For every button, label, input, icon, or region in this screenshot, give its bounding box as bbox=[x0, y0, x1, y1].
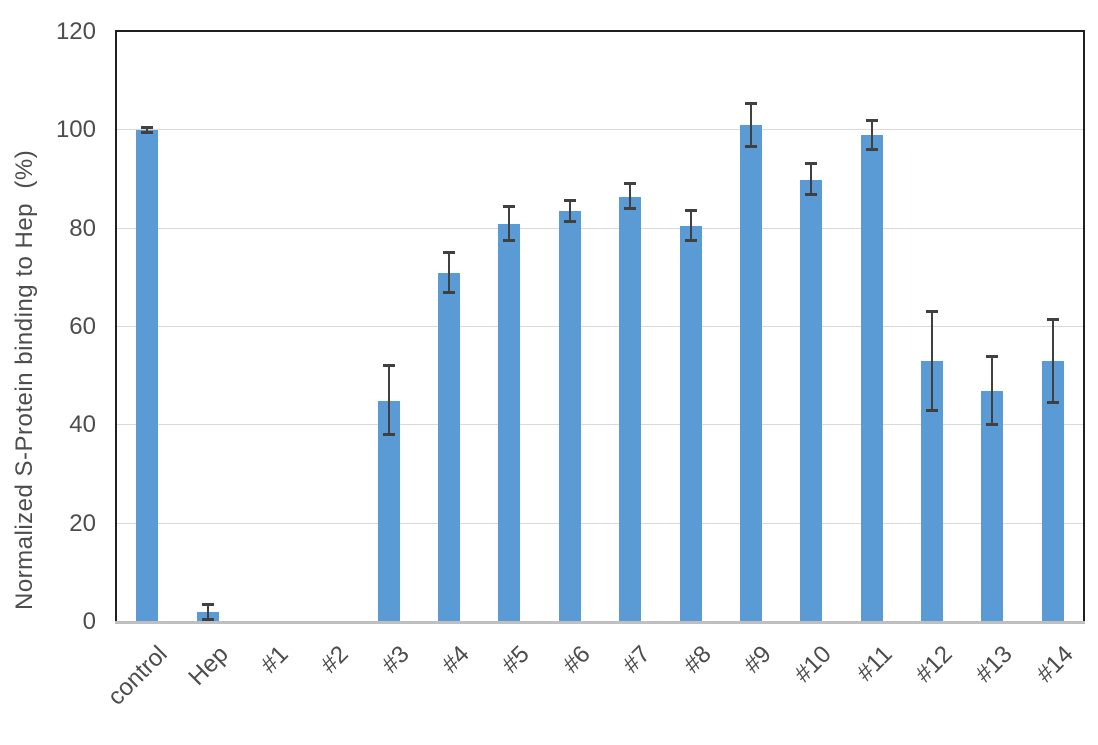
error-bar-cap bbox=[201, 602, 214, 606]
bar-7 bbox=[619, 196, 642, 622]
error-bar bbox=[749, 104, 752, 147]
y-tick-label: 80 bbox=[69, 214, 96, 242]
error-bar-cap bbox=[563, 220, 576, 224]
bar-6 bbox=[558, 211, 581, 622]
error-bar-cap bbox=[201, 617, 214, 621]
gridline bbox=[117, 326, 1083, 327]
error-bar bbox=[508, 206, 511, 241]
bar-14 bbox=[1041, 361, 1064, 622]
error-bar-cap bbox=[141, 125, 154, 129]
error-bar bbox=[629, 184, 632, 209]
error-bar bbox=[146, 127, 149, 133]
gridline bbox=[117, 424, 1083, 426]
error-bar bbox=[931, 312, 934, 411]
error-bar bbox=[387, 366, 390, 436]
error-bar-cap bbox=[1046, 401, 1059, 405]
bar-11 bbox=[860, 135, 883, 622]
gridline bbox=[117, 522, 1083, 524]
bar-10 bbox=[800, 179, 823, 622]
error-bar-cap bbox=[986, 354, 999, 358]
error-bar bbox=[206, 604, 209, 620]
error-bar-cap bbox=[744, 102, 757, 106]
bar-13 bbox=[981, 390, 1004, 622]
gridline bbox=[117, 129, 1083, 131]
bar-control bbox=[136, 130, 159, 622]
error-bar-cap bbox=[563, 198, 576, 202]
x-axis-line bbox=[115, 621, 1085, 624]
bar-chart-figure: Normalized S-Protein binding to Hep (%) … bbox=[0, 19, 1085, 726]
error-bar bbox=[1051, 319, 1054, 404]
error-bar-cap bbox=[684, 238, 697, 242]
gridline bbox=[117, 227, 1083, 229]
error-bar-cap bbox=[503, 204, 516, 208]
error-bar-cap bbox=[744, 144, 757, 148]
x-axis: control Hep #1 #2 #3 #4 #5 #6 #7 #8 #9 #10 #11 #12 #13… bbox=[103, 632, 1083, 726]
error-bar-cap bbox=[926, 310, 939, 314]
bar-12 bbox=[921, 361, 944, 622]
bar-3 bbox=[377, 400, 400, 622]
bar-8 bbox=[679, 226, 702, 622]
error-bar-cap bbox=[684, 209, 697, 213]
y-axis: 0 20 40 60 80 100 120 bbox=[0, 20, 96, 634]
error-bar-cap bbox=[1046, 317, 1059, 321]
error-bar-cap bbox=[986, 423, 999, 427]
error-bar bbox=[991, 356, 994, 426]
error-bar bbox=[810, 163, 813, 196]
error-bar-cap bbox=[865, 148, 878, 151]
y-tick-label: 20 bbox=[69, 509, 96, 537]
error-bar-cap bbox=[926, 408, 939, 412]
error-bar-cap bbox=[624, 207, 637, 210]
y-tick-label: 120 bbox=[55, 18, 96, 45]
y-tick-label: 40 bbox=[69, 411, 96, 439]
error-bar bbox=[448, 253, 451, 293]
bar-9 bbox=[739, 125, 762, 622]
error-bar-cap bbox=[624, 182, 637, 186]
error-bar bbox=[870, 120, 873, 150]
y-tick-label: 100 bbox=[55, 116, 96, 144]
y-tick-label: 0 bbox=[82, 608, 96, 635]
error-bar-cap bbox=[443, 290, 456, 294]
bar-4 bbox=[438, 272, 461, 622]
y-tick-label: 60 bbox=[69, 313, 96, 340]
error-bar-cap bbox=[805, 193, 818, 197]
error-bar-cap bbox=[805, 161, 818, 165]
plot-area bbox=[115, 30, 1085, 624]
error-bar-cap bbox=[443, 251, 456, 255]
error-bar-cap bbox=[382, 364, 395, 368]
error-bar-cap bbox=[382, 433, 395, 437]
bar-5 bbox=[498, 223, 521, 622]
error-bar bbox=[689, 211, 692, 241]
error-bar-cap bbox=[503, 238, 516, 242]
error-bar bbox=[568, 200, 571, 223]
error-bar-cap bbox=[141, 130, 154, 134]
error-bar-cap bbox=[865, 118, 878, 122]
